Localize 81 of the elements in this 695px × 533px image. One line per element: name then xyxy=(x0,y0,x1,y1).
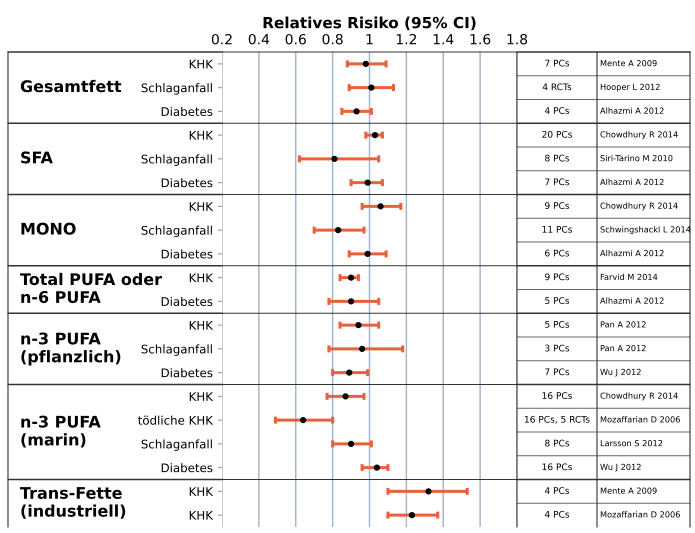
text: Alhazmi A 2012 xyxy=(600,297,664,304)
text: Chowdhury R 2014 xyxy=(600,392,678,400)
point xyxy=(342,393,349,400)
text: 16 PCs xyxy=(542,392,572,399)
y-tick-label: Diabetes xyxy=(162,178,212,188)
text: Gesamtfett xyxy=(20,80,122,92)
text: n-3 PUFA (marin) xyxy=(21,416,101,448)
y-tick-label: KHK xyxy=(190,60,214,68)
y-tick-label: Schlaganfall xyxy=(142,226,212,238)
text: 8 PCs xyxy=(545,440,570,446)
text: Wu J 2012 xyxy=(600,368,641,377)
text: Larsson S 2012 xyxy=(600,440,662,446)
text: 9 PCs xyxy=(545,273,570,280)
text: SFA xyxy=(21,151,53,164)
y-tick-label: KHK xyxy=(190,511,214,520)
text: 4 PCs xyxy=(544,107,570,114)
y-tick-label: Diabetes xyxy=(162,106,212,116)
x-tick-label: 0.2 xyxy=(212,34,232,44)
text: Mozaffarian D 2006 xyxy=(600,416,680,423)
text: Schwingshackl L 2014 xyxy=(600,226,690,234)
text: Hooper L 2012 xyxy=(600,84,660,92)
text: 20 PCs xyxy=(542,130,572,138)
text: 11 PCs xyxy=(542,226,572,233)
text: 3 PCs xyxy=(545,344,570,352)
x-axis-title: Relatives Risiko (95% CI) xyxy=(264,16,476,30)
text: Alhazmi A 2012 xyxy=(600,178,664,186)
y-tick-label: KHK xyxy=(190,321,214,330)
text: Mozaffarian D 2006 xyxy=(600,511,680,518)
y-tick-label: Schlaganfall xyxy=(142,439,212,451)
y-tick-label: Diabetes xyxy=(162,463,212,472)
text: Pan A 2012 xyxy=(600,345,646,352)
x-tick-label: 1 xyxy=(366,34,373,44)
text: Trans-Fette (industriell) xyxy=(20,487,126,519)
text: 4 PCs xyxy=(544,487,570,494)
y-tick-label: Diabetes xyxy=(162,368,212,378)
y-tick-label: KHK xyxy=(190,131,214,140)
text: Siri-Tarino M 2010 xyxy=(600,154,672,162)
text: 8 PCs xyxy=(545,154,570,162)
point xyxy=(300,417,306,424)
x-tick-label: 1.4 xyxy=(434,34,454,44)
y-tick-label: KHK xyxy=(190,202,214,211)
y-tick-label: tödliche KHK xyxy=(138,416,214,425)
text: Alhazmi A 2012 xyxy=(600,107,664,114)
text: Pan A 2012 xyxy=(600,321,646,328)
y-tick-label: Schlaganfall xyxy=(142,344,212,356)
text: Farvid M 2014 xyxy=(600,274,658,280)
y-tick-label: Diabetes xyxy=(162,296,212,306)
point xyxy=(374,464,380,471)
text: Alhazmi A 2012 xyxy=(600,250,664,256)
y-tick-label: KHK xyxy=(190,392,214,401)
text: 9 PCs xyxy=(545,202,570,209)
text: 4 PCs xyxy=(544,510,570,518)
text: Wu J 2012 xyxy=(600,464,641,472)
x-tick-label: 1.6 xyxy=(470,34,490,44)
text: 7 PCs xyxy=(545,368,570,376)
x-tick-label: 0.8 xyxy=(322,34,343,44)
x-tick-label: 1.2 xyxy=(396,34,416,44)
x-tick-label: 1.8 xyxy=(507,34,528,44)
text: n-3 PUFA (pflanzlich) xyxy=(21,332,120,366)
y-tick-label: KHK xyxy=(190,487,214,496)
text: 6 PCs xyxy=(545,250,570,256)
text: 5 PCs xyxy=(545,320,570,328)
text: Mente A 2009 xyxy=(600,488,657,494)
point xyxy=(348,440,354,447)
text: MONO xyxy=(21,222,76,235)
x-tick-label: 0.6 xyxy=(286,34,306,44)
y-tick-label: Schlaganfall xyxy=(142,154,212,166)
x-tick-label: 0.4 xyxy=(248,34,270,44)
text: Mente A 2009 xyxy=(600,60,657,66)
text: 16 PCs, 5 RCTs xyxy=(524,416,590,424)
text: Chowdhury R 2014 xyxy=(600,202,678,210)
y-tick-label: KHK xyxy=(190,274,214,282)
y-tick-label: Schlaganfall xyxy=(142,83,212,95)
text: 16 PCs xyxy=(542,463,572,470)
text: 5 PCs xyxy=(545,297,570,304)
text: 4 RCTs xyxy=(542,83,572,90)
y-tick-label: Diabetes xyxy=(162,249,212,259)
text: Total PUFA oder n-6 PUFA xyxy=(20,272,162,304)
text: Chowdhury R 2014 xyxy=(600,131,678,140)
text: 7 PCs xyxy=(545,60,570,66)
text: 7 PCs xyxy=(545,178,570,186)
